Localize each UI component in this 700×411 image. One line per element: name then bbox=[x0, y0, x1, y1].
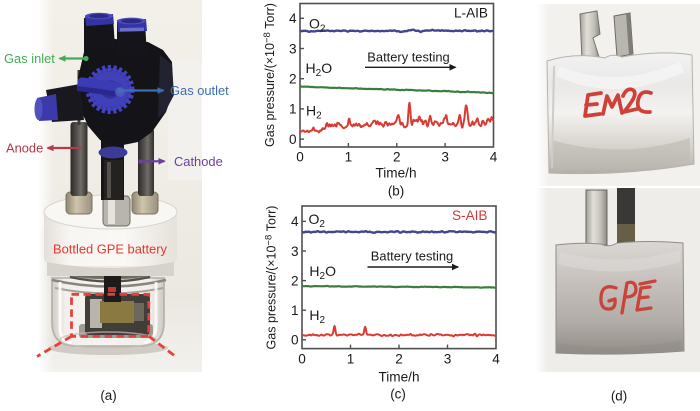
svg-text:3: 3 bbox=[289, 41, 297, 56]
svg-text:Bottled GPE battery: Bottled GPE battery bbox=[53, 242, 167, 257]
svg-text:(a): (a) bbox=[100, 388, 116, 403]
svg-text:0: 0 bbox=[289, 132, 297, 147]
svg-text:Gas pressure/(×10−8 Torr): Gas pressure/(×10−8 Torr) bbox=[264, 206, 279, 350]
svg-text:0: 0 bbox=[298, 352, 306, 367]
svg-text:Gas inlet: Gas inlet bbox=[4, 51, 55, 66]
svg-text:2: 2 bbox=[393, 150, 401, 165]
svg-text:4: 4 bbox=[291, 214, 299, 229]
svg-text:Anode: Anode bbox=[6, 141, 43, 156]
svg-text:4: 4 bbox=[289, 11, 297, 26]
svg-text:1: 1 bbox=[345, 150, 353, 165]
svg-text:0: 0 bbox=[296, 150, 304, 165]
svg-text:1: 1 bbox=[347, 352, 355, 367]
svg-text:0: 0 bbox=[291, 333, 299, 348]
svg-text:(b): (b) bbox=[388, 184, 404, 199]
svg-text:4: 4 bbox=[490, 150, 498, 165]
svg-text:1: 1 bbox=[291, 303, 299, 318]
svg-text:L-AIB: L-AIB bbox=[454, 5, 488, 20]
svg-text:Gas pressure/(×10−8 Torr): Gas pressure/(×10−8 Torr) bbox=[262, 3, 277, 147]
svg-text:Gas outlet: Gas outlet bbox=[170, 83, 229, 98]
svg-text:3: 3 bbox=[291, 244, 299, 259]
svg-text:2: 2 bbox=[289, 72, 297, 87]
svg-text:2: 2 bbox=[395, 352, 403, 367]
svg-text:(c): (c) bbox=[390, 387, 406, 402]
svg-text:Battery testing: Battery testing bbox=[371, 249, 453, 264]
svg-text:1: 1 bbox=[289, 102, 297, 117]
svg-text:4: 4 bbox=[492, 352, 500, 367]
svg-text:S-AIB: S-AIB bbox=[452, 208, 488, 223]
svg-text:Time/h: Time/h bbox=[375, 166, 416, 181]
svg-text:Battery testing: Battery testing bbox=[367, 50, 449, 65]
svg-text:2: 2 bbox=[291, 273, 299, 288]
svg-text:3: 3 bbox=[441, 150, 449, 165]
svg-text:Time/h: Time/h bbox=[378, 370, 419, 385]
svg-text:(d): (d) bbox=[611, 389, 627, 404]
svg-text:3: 3 bbox=[444, 352, 452, 367]
svg-text:Cathode: Cathode bbox=[174, 154, 223, 169]
